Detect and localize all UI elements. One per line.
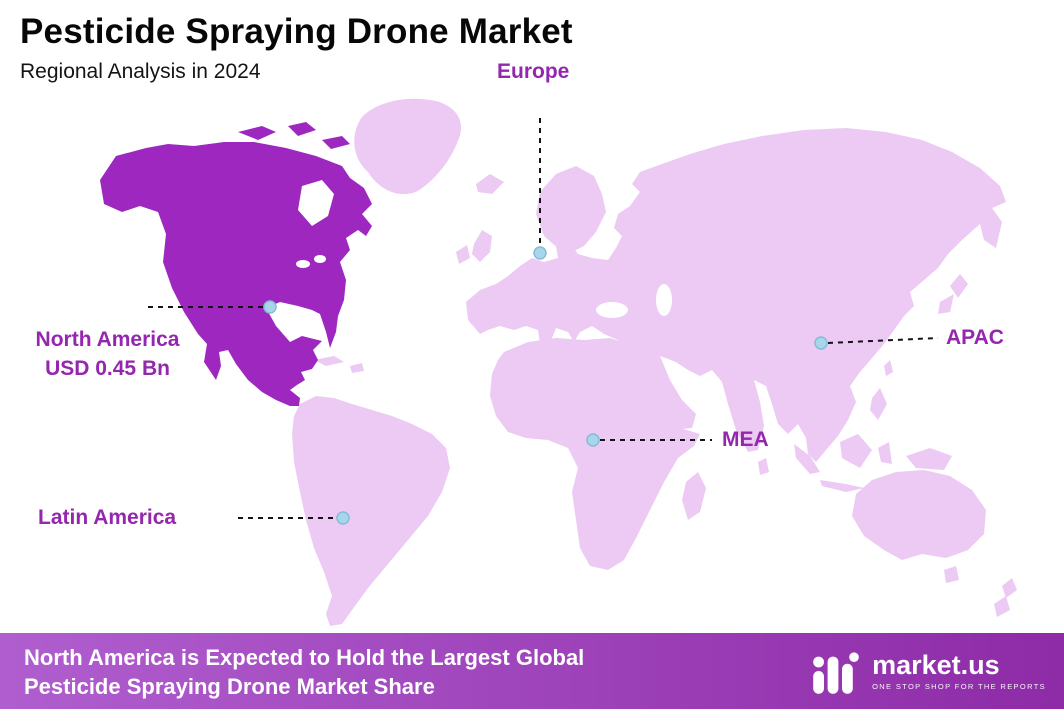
callout-label-latin-america: Latin America <box>38 506 177 529</box>
region-australia-oceania <box>852 470 1017 617</box>
region-africa <box>490 338 706 570</box>
black-sea <box>596 302 628 318</box>
footer-banner: North America is Expected to Hold the La… <box>0 633 1064 709</box>
footer-caption: North America is Expected to Hold the La… <box>24 643 584 701</box>
brand-tagline: ONE STOP SHOP FOR THE REPORTS <box>872 682 1046 691</box>
region-scandinavia <box>536 166 606 253</box>
page-subtitle: Regional Analysis in 2024 <box>20 60 261 83</box>
region-south-america <box>292 396 450 626</box>
footer-caption-line1: North America is Expected to Hold the La… <box>24 645 585 670</box>
region-europe-islands <box>456 174 504 264</box>
callout-label-north-america: North America USD 0.45 Bn <box>0 325 215 383</box>
north-america-label: North America <box>35 328 180 351</box>
callout-line-apac <box>827 337 939 344</box>
header: Pesticide Spraying Drone Market Regional… <box>20 12 573 84</box>
great-lake-west <box>296 260 310 268</box>
marker-dot-europe <box>533 246 547 260</box>
region-arctic-islands <box>238 122 350 149</box>
north-america-value: USD 0.45 Bn <box>45 357 170 380</box>
brand-name: market.us <box>872 650 1000 680</box>
hudson-bay <box>298 180 334 226</box>
great-lake-east <box>314 255 326 263</box>
callout-label-mea: MEA <box>722 428 769 451</box>
brand-text: market.us ONE STOP SHOP FOR THE REPORTS <box>872 651 1046 691</box>
caspian-sea <box>656 284 672 316</box>
region-asia-islands <box>758 274 968 492</box>
marker-dot-mea <box>586 433 600 447</box>
region-caribbean-islands <box>314 356 364 373</box>
region-eurasia <box>466 128 1006 462</box>
page-title: Pesticide Spraying Drone Market <box>20 12 573 51</box>
footer-caption-line2: Pesticide Spraying Drone Market Share <box>24 674 435 699</box>
marker-dot-apac <box>814 336 828 350</box>
marker-dot-north-america <box>263 300 277 314</box>
marker-dot-latin-america <box>336 511 350 525</box>
callout-label-apac: APAC <box>946 326 1004 349</box>
brand-logo: market.us ONE STOP SHOP FOR THE REPORTS <box>812 647 1046 695</box>
market-us-logo-icon <box>813 652 859 694</box>
region-greenland <box>354 98 462 195</box>
callout-label-europe: Europe <box>497 60 570 83</box>
